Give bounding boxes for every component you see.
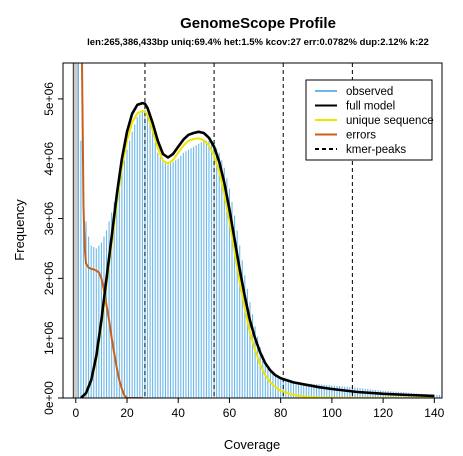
x-tick-label: 140 — [424, 406, 444, 420]
x-tick-label: 60 — [223, 406, 237, 420]
x-tick-label: 20 — [120, 406, 134, 420]
x-tick-label: 100 — [322, 406, 342, 420]
x-tick-label: 80 — [274, 406, 288, 420]
y-tick-label: 3e+06 — [42, 201, 56, 235]
x-axis-label: Coverage — [224, 437, 280, 452]
y-tick-label: 2e+06 — [42, 261, 56, 295]
plot-frame — [62, 62, 443, 399]
y-tick-label: 4e+06 — [42, 142, 56, 176]
series-line-full-model — [80, 101, 435, 398]
y-tick-label: 0e+00 — [42, 381, 56, 415]
y-tick-label: 1e+06 — [42, 321, 56, 355]
legend-label: errors — [346, 130, 376, 142]
legend: observed full model unique sequence errors k… — [305, 79, 434, 161]
y-axis-label: Frequency — [12, 199, 27, 261]
x-tick-label: 0 — [72, 406, 79, 420]
axes: 0 20 40 60 80 100 120 140 0e+00 1e+06 2e+06 3e+06 4e… — [42, 82, 445, 420]
series-line-errors — [81, 63, 143, 398]
y-tick-label: 5e+06 — [42, 82, 56, 116]
legend-label: kmer-peaks — [346, 144, 406, 156]
chart-title: GenomeScope Profile — [180, 15, 336, 32]
legend-label: full model — [346, 101, 395, 113]
excluded-region — [72, 63, 79, 398]
plot-area — [72, 63, 442, 398]
x-tick-label: 120 — [373, 406, 393, 420]
x-tick-label: 40 — [172, 406, 186, 420]
legend-label: unique sequence — [346, 115, 434, 127]
legend-label: observed — [346, 86, 393, 98]
chart-subtitle: len:265,386,433bp uniq:69.4% het:1.5% kc… — [87, 37, 429, 48]
